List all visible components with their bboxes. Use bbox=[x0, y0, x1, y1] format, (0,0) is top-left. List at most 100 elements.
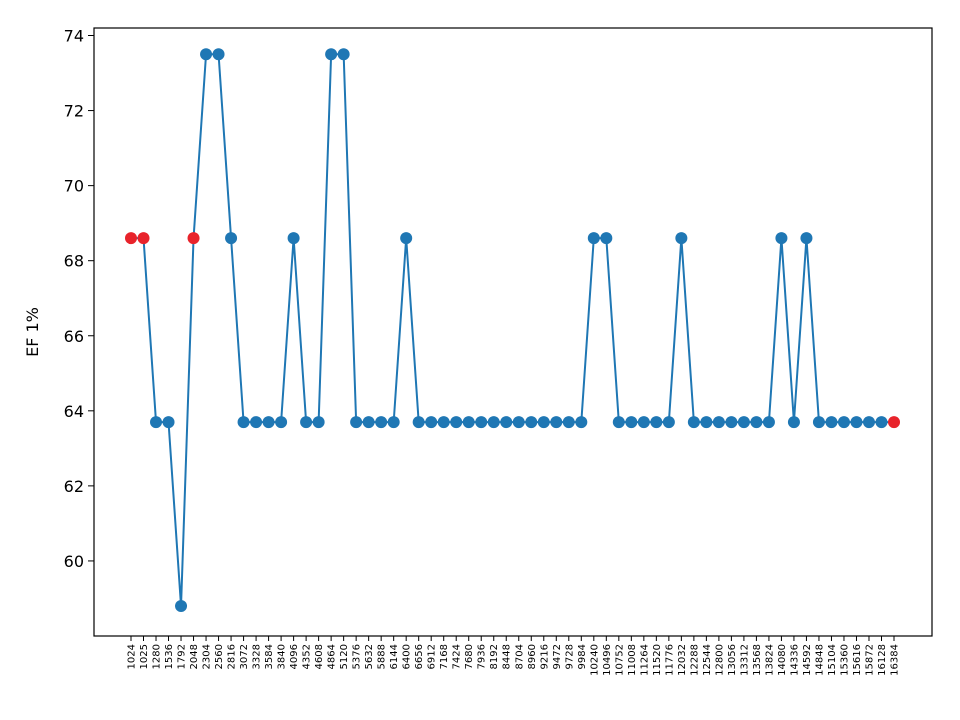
data-point bbox=[275, 416, 288, 429]
data-point bbox=[300, 416, 313, 429]
x-tick-label: 7936 bbox=[477, 644, 488, 669]
data-point bbox=[400, 232, 413, 245]
x-tick-label: 1792 bbox=[177, 644, 188, 669]
x-tick-label: 4608 bbox=[314, 644, 325, 669]
data-point bbox=[600, 232, 613, 245]
data-point bbox=[875, 416, 888, 429]
data-point bbox=[737, 416, 750, 429]
x-tick-label: 6144 bbox=[389, 644, 400, 669]
data-point bbox=[562, 416, 575, 429]
x-tick-label: 11008 bbox=[627, 644, 638, 676]
data-point bbox=[387, 416, 400, 429]
data-point bbox=[612, 416, 625, 429]
x-tick-label: 10496 bbox=[602, 644, 613, 676]
data-point bbox=[812, 416, 825, 429]
x-tick-label: 1536 bbox=[164, 644, 175, 669]
x-tick-label: 16128 bbox=[877, 644, 888, 676]
x-tick-label: 2304 bbox=[202, 644, 213, 669]
x-axis: 1024 1025 1280 1536 1792 2048 2304 2560 2816 3072… bbox=[127, 636, 901, 676]
data-point bbox=[425, 416, 438, 429]
data-point bbox=[850, 416, 863, 429]
data-point bbox=[662, 416, 675, 429]
data-point bbox=[625, 416, 638, 429]
data-point bbox=[437, 416, 450, 429]
x-tick-label: 1280 bbox=[152, 644, 163, 669]
y-tick-label: 66 bbox=[64, 327, 84, 346]
data-point bbox=[675, 232, 688, 245]
x-tick-label: 4864 bbox=[327, 644, 338, 669]
x-tick-label: 14080 bbox=[777, 644, 788, 676]
data-point bbox=[287, 232, 300, 245]
x-tick-label: 11520 bbox=[652, 644, 663, 676]
data-point bbox=[487, 416, 500, 429]
x-tick-label: 11776 bbox=[664, 644, 675, 676]
x-tick-label: 14336 bbox=[789, 644, 800, 676]
data-point bbox=[837, 416, 850, 429]
x-tick-label: 15616 bbox=[852, 644, 863, 676]
x-tick-label: 3584 bbox=[264, 644, 275, 669]
data-point bbox=[412, 416, 425, 429]
data-point bbox=[200, 48, 213, 61]
data-point bbox=[787, 416, 800, 429]
data-point bbox=[312, 416, 325, 429]
data-point bbox=[475, 416, 488, 429]
data-point bbox=[500, 416, 513, 429]
data-point bbox=[150, 416, 163, 429]
data-point bbox=[337, 48, 350, 61]
data-point bbox=[762, 416, 775, 429]
x-tick-label: 2048 bbox=[189, 644, 200, 669]
x-tick-label: 14848 bbox=[814, 644, 825, 676]
y-axis: 60 62 64 66 68 70 72 74 bbox=[64, 27, 94, 571]
x-tick-label: 16384 bbox=[890, 644, 901, 676]
x-tick-label: 7168 bbox=[439, 644, 450, 669]
x-tick-label: 8960 bbox=[527, 644, 538, 669]
data-point bbox=[212, 48, 225, 61]
x-tick-label: 13312 bbox=[739, 644, 750, 676]
data-point bbox=[362, 416, 375, 429]
data-point bbox=[325, 48, 338, 61]
plot-series bbox=[125, 48, 900, 612]
y-tick-label: 62 bbox=[64, 477, 84, 496]
x-tick-label: 12288 bbox=[689, 644, 700, 676]
y-tick-label: 74 bbox=[64, 27, 84, 46]
data-point bbox=[687, 416, 700, 429]
x-tick-label: 7680 bbox=[464, 644, 475, 669]
data-point bbox=[537, 416, 550, 429]
x-tick-label: 6656 bbox=[414, 644, 425, 669]
x-tick-label: 6912 bbox=[427, 644, 438, 669]
x-tick-label: 9472 bbox=[552, 644, 563, 669]
x-tick-label: 2816 bbox=[227, 644, 238, 669]
x-tick-label: 15104 bbox=[827, 644, 838, 676]
data-point bbox=[250, 416, 263, 429]
x-tick-label: 1025 bbox=[139, 644, 150, 669]
x-tick-label: 12800 bbox=[714, 644, 725, 676]
data-point bbox=[575, 416, 588, 429]
data-point bbox=[162, 416, 175, 429]
x-tick-label: 12544 bbox=[702, 644, 713, 676]
x-tick-label: 2560 bbox=[214, 644, 225, 669]
highlight-point bbox=[888, 416, 900, 429]
x-tick-label: 9728 bbox=[564, 644, 575, 669]
data-point bbox=[462, 416, 475, 429]
data-point bbox=[750, 416, 763, 429]
x-tick-label: 3328 bbox=[252, 644, 263, 669]
highlight-point bbox=[125, 232, 137, 245]
x-tick-label: 6400 bbox=[402, 644, 413, 669]
x-tick-label: 15872 bbox=[864, 644, 875, 676]
x-tick-label: 3840 bbox=[277, 644, 288, 669]
data-point bbox=[825, 416, 838, 429]
data-point bbox=[725, 416, 738, 429]
y-tick-label: 70 bbox=[64, 177, 84, 196]
x-tick-label: 14592 bbox=[802, 644, 813, 676]
data-point bbox=[225, 232, 238, 245]
data-point bbox=[175, 599, 188, 612]
data-point bbox=[512, 416, 525, 429]
data-point bbox=[550, 416, 563, 429]
y-tick-label: 60 bbox=[64, 552, 84, 571]
data-point bbox=[775, 232, 788, 245]
data-point bbox=[712, 416, 725, 429]
x-tick-label: 4352 bbox=[302, 644, 313, 669]
x-tick-label: 5376 bbox=[352, 644, 363, 669]
